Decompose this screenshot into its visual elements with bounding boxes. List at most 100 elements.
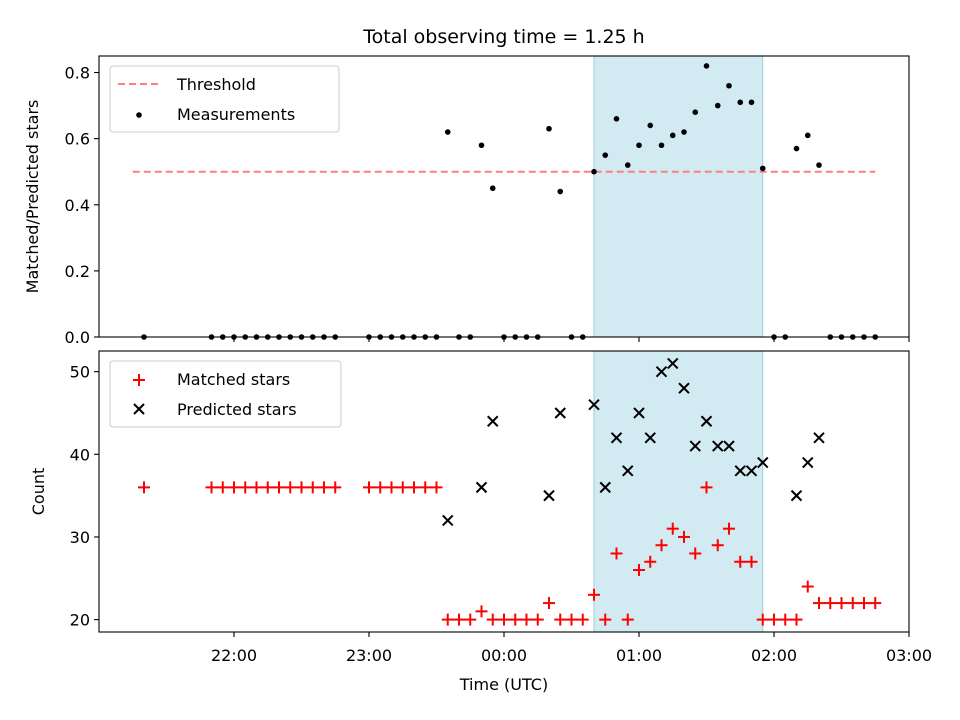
measurement-point: [804, 132, 811, 139]
predicted-star-marker: [667, 357, 679, 370]
predicted-star-marker: [813, 432, 825, 444]
bottom-y-tick-label: 50: [70, 363, 90, 382]
legend-matched-label: Matched stars: [177, 370, 290, 389]
measurement-point: [681, 129, 687, 135]
matched-star-marker: [700, 481, 713, 494]
predicted-star-marker: [745, 465, 758, 477]
legend-predicted-label: Predicted stars: [177, 400, 297, 419]
top-y-tick-label: 0.2: [65, 262, 90, 281]
bottom-x-tick-label: 00:00: [481, 646, 527, 665]
measurement-point: [444, 129, 451, 135]
matched-star-marker: [306, 481, 319, 494]
matched-star-marker: [711, 539, 724, 552]
measurement-point: [658, 142, 665, 149]
matched-star-marker: [138, 481, 150, 494]
predicted-star-marker: [678, 382, 690, 394]
measurement-point: [692, 109, 699, 115]
matched-star-marker: [228, 481, 240, 494]
matched-star-marker: [554, 613, 567, 626]
matched-star-marker: [385, 481, 398, 494]
x-axis-label: Time (UTC): [459, 675, 548, 694]
matched-star-marker: [779, 613, 792, 626]
predicted-stars-markers: [442, 357, 825, 527]
matched-star-marker: [374, 481, 387, 494]
bottom-x-tick-label: 03:00: [886, 646, 932, 665]
matched-star-marker: [531, 613, 544, 626]
bottom-y-ticks: 20 30 40 50: [70, 363, 99, 630]
matched-star-marker: [396, 481, 409, 494]
predicted-star-marker: [588, 399, 600, 411]
matched-star-marker: [363, 481, 375, 494]
matched-star-marker: [565, 613, 578, 626]
predicted-star-marker: [475, 481, 488, 494]
top-y-ticks: 0.0 0.2 0.4 0.6 0.8: [65, 64, 99, 347]
matched-star-marker: [441, 613, 454, 626]
measurement-point: [793, 145, 800, 152]
predicted-star-marker: [644, 432, 656, 444]
matched-star-marker: [835, 597, 848, 610]
matched-star-marker: [318, 481, 330, 494]
top-y-tick-label: 0.4: [65, 196, 90, 215]
matched-star-marker: [408, 481, 420, 494]
bottom-legend: Matched stars Predicted stars: [109, 360, 342, 428]
bottom-legend-box: [109, 360, 342, 428]
top-y-axis-label: Matched/Predicted stars: [23, 100, 42, 294]
matched-star-marker: [869, 597, 882, 610]
matched-star-marker: [801, 580, 814, 593]
matched-star-marker: [520, 613, 533, 626]
matched-star-marker: [475, 605, 488, 618]
matched-star-marker: [858, 597, 870, 610]
top-plot: 0.00.20.40.60.8 Matched/Predicted stars …: [23, 55, 910, 347]
matched-star-marker: [756, 613, 769, 626]
predicted-star-marker: [689, 440, 701, 452]
measurement-point: [669, 132, 676, 139]
legend-measurements-swatch: [136, 112, 142, 118]
measurement-point: [636, 142, 642, 149]
matched-star-marker: [273, 481, 285, 494]
matched-star-marker: [205, 481, 218, 494]
bottom-x-tick-label: 01:00: [616, 646, 662, 665]
predicted-star-marker: [700, 415, 713, 427]
measurement-point: [703, 63, 710, 69]
measurement-point: [489, 185, 496, 192]
measurement-point: [726, 82, 732, 89]
matched-star-marker: [464, 613, 477, 626]
matched-star-marker: [846, 597, 859, 610]
matched-star-marker: [610, 547, 623, 560]
top-x-ticks: [233, 337, 910, 342]
predicted-star-marker: [599, 481, 611, 494]
legend-measurements-label: Measurements: [177, 105, 295, 124]
matched-star-marker: [689, 547, 702, 560]
measurement-point: [602, 152, 609, 158]
matched-star-marker: [588, 588, 600, 601]
bottom-x-ticks: 22:00 23:00 00:00 01:00 02:00 03:00: [211, 632, 932, 665]
matched-star-marker: [430, 481, 443, 494]
matched-star-marker: [644, 555, 657, 568]
matched-star-marker: [745, 555, 758, 568]
predicted-star-marker: [622, 465, 634, 477]
bottom-x-tick-label: 02:00: [751, 646, 797, 665]
matched-star-marker: [621, 613, 634, 626]
bottom-y-tick-label: 20: [70, 611, 90, 630]
measurement-point: [816, 162, 822, 168]
matched-stars-markers: [138, 481, 882, 626]
matched-star-marker: [824, 597, 837, 610]
predicted-star-marker: [633, 407, 645, 419]
matched-star-marker: [329, 481, 342, 494]
matched-star-marker: [543, 597, 555, 610]
legend-matched-swatch: [133, 374, 145, 386]
bottom-y-tick-label: 30: [70, 528, 90, 547]
matched-star-marker: [295, 481, 308, 494]
measurement-point: [546, 125, 552, 132]
measurement-point: [591, 168, 597, 175]
measurement-point: [613, 116, 620, 122]
matched-star-marker: [655, 539, 668, 552]
matched-star-marker: [768, 613, 780, 626]
matched-star-marker: [599, 613, 612, 626]
legend-threshold-label: Threshold: [176, 75, 256, 94]
predicted-star-marker: [757, 456, 769, 469]
bottom-y-axis-label: Count: [29, 468, 48, 516]
measurement-point: [748, 99, 755, 106]
